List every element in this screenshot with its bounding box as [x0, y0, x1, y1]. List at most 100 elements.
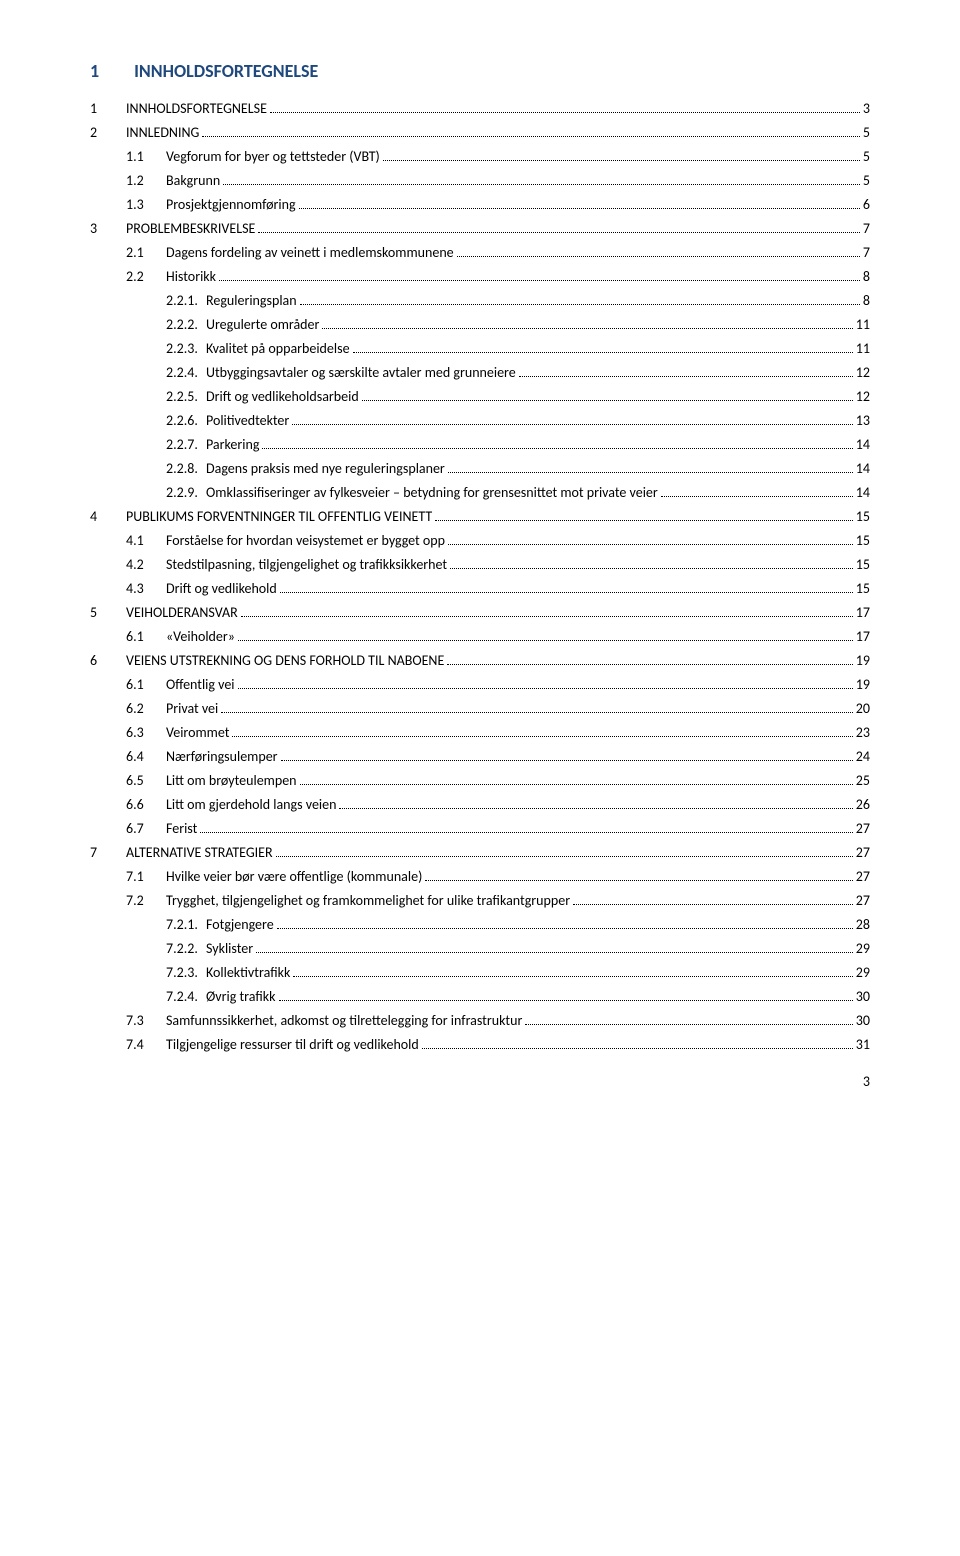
toc-entry[interactable]: 1.2Bakgrunn5 [90, 172, 870, 189]
toc-entry-number: 7.1 [90, 868, 166, 885]
toc-entry[interactable]: 2.2.1.Reguleringsplan8 [90, 292, 870, 309]
toc-entry-label: Historikk [166, 268, 216, 285]
toc-entry-label: Ferist [166, 820, 197, 837]
toc-entry-label: Fotgjengere [206, 916, 274, 933]
toc-entry-page: 14 [856, 484, 870, 501]
toc-leader-dots [525, 1024, 852, 1025]
toc-entry-page: 15 [856, 532, 870, 549]
toc-entry[interactable]: 7.4Tilgjengelige ressurser til drift og … [90, 1036, 870, 1053]
toc-entry-page: 8 [863, 292, 870, 309]
toc-leader-dots [425, 880, 852, 881]
toc-leader-dots [256, 952, 853, 953]
toc-entry[interactable]: 2.2Historikk8 [90, 268, 870, 285]
toc-entry-number: 5 [90, 604, 126, 621]
toc-entry-page: 28 [856, 916, 870, 933]
toc-entry-number: 4 [90, 508, 126, 525]
toc-entry[interactable]: 7.2.2.Syklister29 [90, 940, 870, 957]
toc-entry-number: 4.1 [90, 532, 166, 549]
toc-leader-dots [448, 544, 853, 545]
toc-entry[interactable]: 7.3Samfunnssikkerhet, adkomst og tilrett… [90, 1012, 870, 1029]
toc-entry-page: 27 [856, 844, 870, 861]
toc-entry[interactable]: 6.4Nærføringsulemper24 [90, 748, 870, 765]
toc-entry[interactable]: 2INNLEDNING5 [90, 124, 870, 141]
toc-leader-dots [383, 160, 860, 161]
toc-entry-label: Privat vei [166, 700, 218, 717]
toc-entry[interactable]: 7.2Trygghet, tilgjengelighet og framkomm… [90, 892, 870, 909]
toc-entry[interactable]: 2.2.6.Politivedtekter13 [90, 412, 870, 429]
toc-leader-dots [300, 784, 853, 785]
toc-entry[interactable]: 6VEIENS UTSTREKNING OG DENS FORHOLD TIL … [90, 652, 870, 669]
toc-entry[interactable]: 7.2.1.Fotgjengere28 [90, 916, 870, 933]
toc-entry-label: VEIENS UTSTREKNING OG DENS FORHOLD TIL N… [126, 652, 444, 669]
toc-entry[interactable]: 4.1Forståelse for hvordan veisystemet er… [90, 532, 870, 549]
toc-entry[interactable]: 7ALTERNATIVE STRATEGIER27 [90, 844, 870, 861]
toc-entry-number: 1 [90, 100, 126, 117]
toc-entry-number: 6.2 [90, 700, 166, 717]
toc-entry-label: Politivedtekter [206, 412, 289, 429]
toc-entry[interactable]: 2.2.9.Omklassifiseringer av fylkesveier … [90, 484, 870, 501]
toc-entry[interactable]: 4PUBLIKUMS FORVENTNINGER TIL OFFENTLIG V… [90, 508, 870, 525]
toc-leader-dots [202, 136, 860, 137]
toc-entry-label: Litt om gjerdehold langs veien [166, 796, 336, 813]
toc-entry[interactable]: 5VEIHOLDERANSVAR 17 [90, 604, 870, 621]
toc-leader-dots [223, 184, 860, 185]
toc-entry[interactable]: 7.2.4.Øvrig trafikk30 [90, 988, 870, 1005]
toc-entry[interactable]: 7.1Hvilke veier bør være offentlige (kom… [90, 868, 870, 885]
toc-leader-dots [519, 376, 853, 377]
toc-entry-number: 7.2.3. [90, 964, 206, 981]
toc-entry-label: Nærføringsulemper [166, 748, 278, 765]
toc-entry[interactable]: 2.2.5.Drift og vedlikeholdsarbeid12 [90, 388, 870, 405]
toc-entry[interactable]: 6.1«Veiholder»17 [90, 628, 870, 645]
toc-entry[interactable]: 6.6Litt om gjerdehold langs veien26 [90, 796, 870, 813]
toc-entry[interactable]: 7.2.3.Kollektivtrafikk29 [90, 964, 870, 981]
toc-entry[interactable]: 1.3Prosjektgjennomføring6 [90, 196, 870, 213]
toc-leader-dots [292, 424, 853, 425]
toc-entry-page: 17 [856, 628, 870, 645]
toc-leader-dots [353, 352, 853, 353]
toc-leader-dots [299, 208, 860, 209]
toc-entry[interactable]: 1INNHOLDSFORTEGNELSE3 [90, 100, 870, 117]
toc-entry-label: PROBLEMBESKRIVELSE [126, 220, 255, 237]
toc-entry[interactable]: 2.1Dagens fordeling av veinett i medlems… [90, 244, 870, 261]
toc-entry-number: 7.2 [90, 892, 166, 909]
toc-entry[interactable]: 4.3Drift og vedlikehold15 [90, 580, 870, 597]
toc-entry-number: 2 [90, 124, 126, 141]
toc-entry[interactable]: 1.1Vegforum for byer og tettsteder (VBT)… [90, 148, 870, 165]
toc-entry-number: 2.2.2. [90, 316, 206, 333]
toc-entry-number: 2.2.1. [90, 292, 206, 309]
toc-entry[interactable]: 2.2.8.Dagens praksis med nye regulerings… [90, 460, 870, 477]
toc-entry-label: Dagens fordeling av veinett i medlemskom… [166, 244, 454, 261]
toc-entry[interactable]: 2.2.4.Utbyggingsavtaler og særskilte avt… [90, 364, 870, 381]
toc-entry-label: Dagens praksis med nye reguleringsplaner [206, 460, 445, 477]
toc-leader-dots [280, 592, 853, 593]
toc-entry-label: Offentlig vei [166, 676, 235, 693]
toc-entry-number: 4.3 [90, 580, 166, 597]
toc-entry-number: 6 [90, 652, 126, 669]
toc-leader-dots [448, 472, 853, 473]
toc-leader-dots [362, 400, 853, 401]
toc-entry-label: VEIHOLDERANSVAR [126, 604, 238, 621]
toc-entry-number: 6.3 [90, 724, 166, 741]
toc-entry[interactable]: 6.1Offentlig vei19 [90, 676, 870, 693]
toc-entry[interactable]: 2.2.2.Uregulerte områder11 [90, 316, 870, 333]
page-footer-number: 3 [863, 1073, 870, 1090]
toc-entry[interactable]: 6.3Veirommet23 [90, 724, 870, 741]
toc-entry[interactable]: 3PROBLEMBESKRIVELSE7 [90, 220, 870, 237]
toc-entry-label: Hvilke veier bør være offentlige (kommun… [166, 868, 422, 885]
toc-leader-dots [300, 304, 860, 305]
toc-leader-dots [200, 832, 853, 833]
toc-entry[interactable]: 6.2Privat vei20 [90, 700, 870, 717]
toc-entry[interactable]: 6.7Ferist27 [90, 820, 870, 837]
toc-leader-dots [238, 640, 853, 641]
toc-entry-number: 6.1 [90, 676, 166, 693]
toc-entry[interactable]: 4.2Stedstilpasning, tilgjengelighet og t… [90, 556, 870, 573]
toc-entry-label: Omklassifiseringer av fylkesveier – bety… [206, 484, 658, 501]
toc-entry[interactable]: 2.2.7.Parkering14 [90, 436, 870, 453]
toc-entry-number: 2.2.4. [90, 364, 206, 381]
toc-entry[interactable]: 2.2.3.Kvalitet på opparbeidelse11 [90, 340, 870, 357]
toc-entry-number: 1.2 [90, 172, 166, 189]
toc-entry-page: 17 [856, 604, 870, 621]
toc-entry-page: 27 [856, 820, 870, 837]
toc-entry-label: «Veiholder» [166, 628, 235, 645]
toc-entry[interactable]: 6.5Litt om brøyteulempen25 [90, 772, 870, 789]
